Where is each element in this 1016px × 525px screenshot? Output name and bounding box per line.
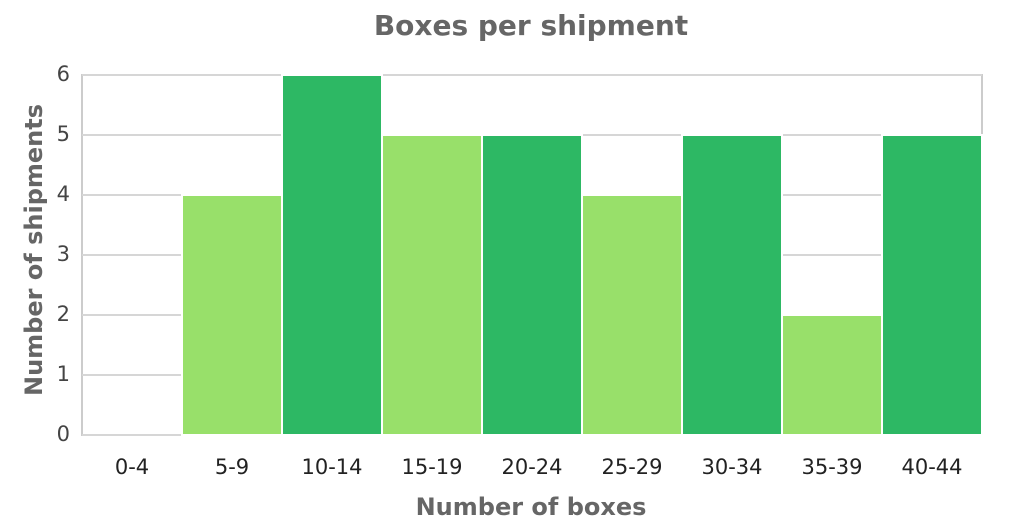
- x-tick-label: 0-4: [115, 455, 149, 479]
- bar: [681, 134, 783, 436]
- y-tick-label: 2: [57, 302, 70, 326]
- x-tick-label: 10-14: [301, 455, 362, 479]
- x-tick-label: 5-9: [215, 455, 249, 479]
- bar: [381, 134, 483, 436]
- x-tick-label: 20-24: [501, 455, 562, 479]
- bar: [581, 194, 683, 436]
- x-tick-label: 40-44: [901, 455, 962, 479]
- y-tick-label: 0: [57, 422, 70, 446]
- x-tick-label: 30-34: [701, 455, 762, 479]
- y-axis-label: Number of shipments: [20, 104, 48, 396]
- bar: [481, 134, 583, 436]
- y-tick-label: 6: [57, 62, 70, 86]
- bar: [181, 194, 283, 436]
- y-tick-label: 5: [57, 122, 70, 146]
- x-tick-label: 25-29: [601, 455, 662, 479]
- y-tick-label: 4: [57, 182, 70, 206]
- chart-title: Boxes per shipment: [374, 9, 688, 42]
- x-tick-label: 15-19: [401, 455, 462, 479]
- y-tick-label: 1: [57, 362, 70, 386]
- bar: [881, 134, 983, 436]
- x-tick-label: 35-39: [801, 455, 862, 479]
- x-axis-label: Number of boxes: [416, 493, 647, 521]
- y-tick-label: 3: [57, 242, 70, 266]
- bar: [781, 314, 883, 436]
- bar: [281, 74, 383, 436]
